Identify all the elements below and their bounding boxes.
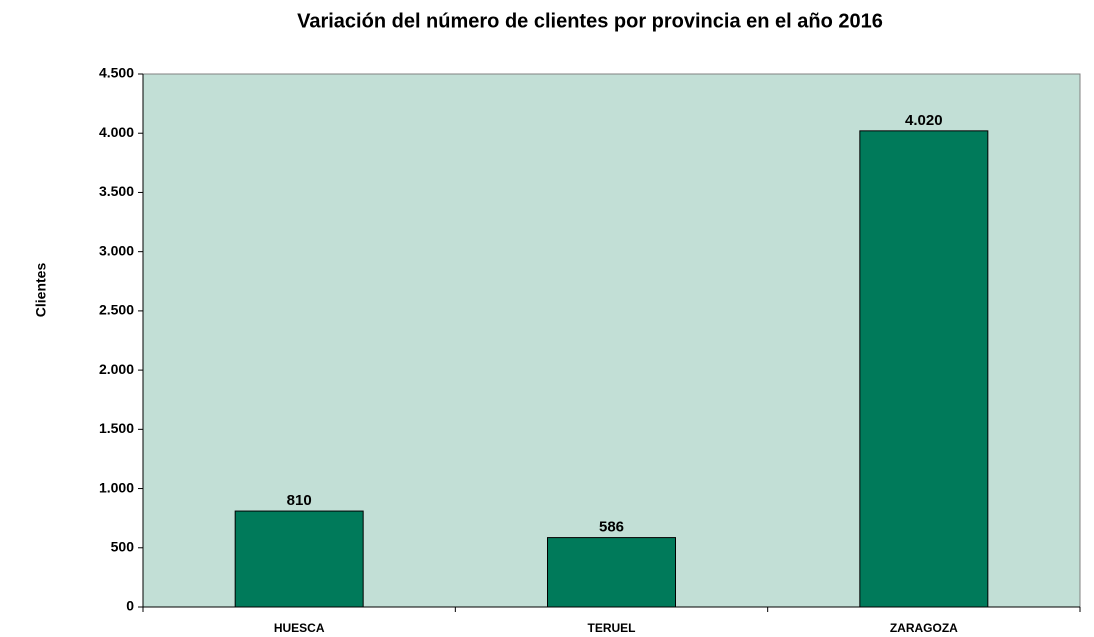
x-tick-label: TERUEL	[588, 621, 636, 635]
x-tick-label: HUESCA	[274, 621, 325, 635]
y-tick-label: 2.500	[99, 302, 134, 318]
data-label: 4.020	[905, 112, 943, 129]
y-axis-label: Clientes	[33, 263, 49, 318]
y-tick-label: 3.500	[99, 183, 134, 199]
bar	[859, 130, 989, 608]
y-tick-label: 0	[126, 598, 134, 614]
bar	[234, 510, 364, 608]
data-label: 810	[287, 492, 312, 509]
y-tick-label: 4.500	[99, 65, 134, 81]
y-tick-label: 1.500	[99, 420, 134, 436]
x-tick-label: ZARAGOZA	[890, 621, 958, 635]
y-tick-label: 4.000	[99, 124, 134, 140]
y-tick-label: 500	[111, 538, 135, 554]
y-tick-label: 2.000	[99, 361, 134, 377]
chart-title: Variación del número de clientes por pro…	[297, 10, 883, 32]
bar	[547, 537, 676, 608]
y-tick-label: 1.000	[99, 479, 134, 495]
y-tick-label: 3.000	[99, 242, 134, 258]
data-label: 586	[599, 519, 624, 536]
